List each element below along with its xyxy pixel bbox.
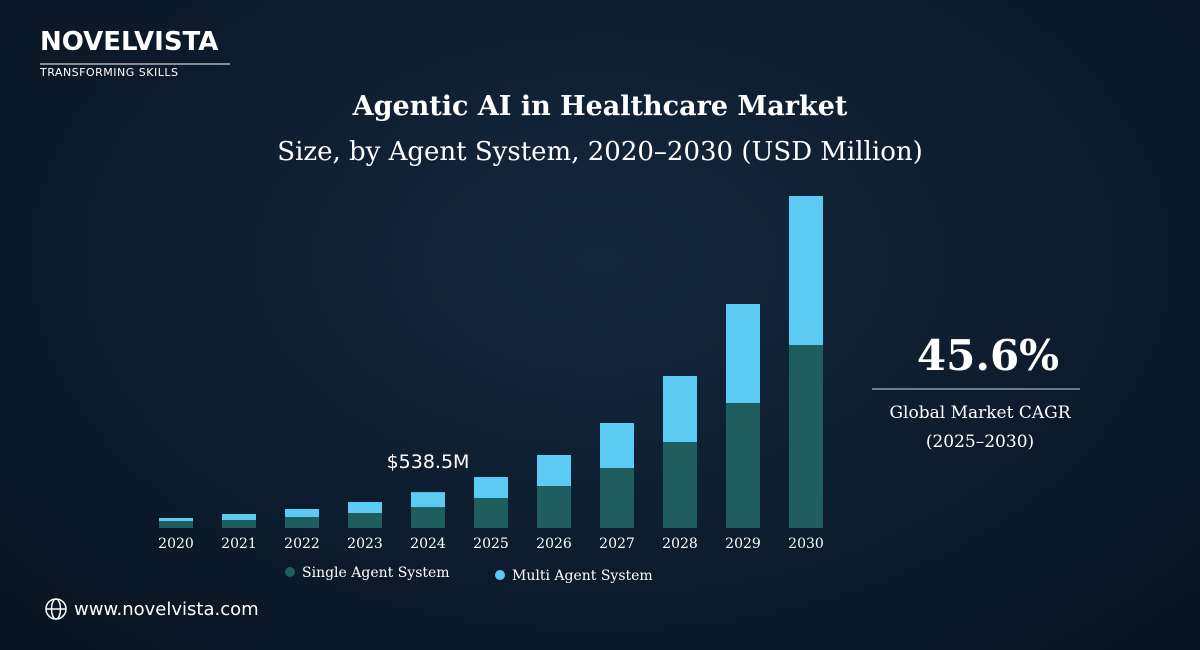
bar-segment — [663, 376, 697, 442]
x-tick-label: 2023 — [347, 536, 383, 552]
cagr-period: (2025–2030) — [926, 432, 1034, 452]
x-tick-label: 2022 — [284, 536, 320, 552]
x-tick-label: 2024 — [410, 536, 446, 552]
bar-segment — [789, 345, 823, 528]
bar-segment — [411, 492, 445, 508]
bar-segment — [663, 442, 697, 528]
bar-segment — [411, 507, 445, 528]
globe-icon — [45, 598, 67, 620]
chart-title: Agentic AI in Healthcare Market — [352, 91, 848, 122]
cagr-value: 45.6% — [917, 331, 1059, 380]
bar-segment — [285, 509, 319, 517]
bar-segment — [600, 423, 634, 468]
x-tick-label: 2030 — [788, 536, 824, 552]
x-tick-label: 2020 — [158, 536, 194, 552]
legend-label: Multi Agent System — [512, 568, 653, 584]
x-tick-label: 2026 — [536, 536, 572, 552]
bar-segment — [600, 468, 634, 528]
legend-swatch — [495, 570, 505, 580]
cagr-label: Global Market CAGR — [889, 403, 1071, 423]
bar-segment — [222, 514, 256, 520]
brand-name: NOVELVISTA — [40, 27, 218, 57]
bar-segment — [348, 513, 382, 528]
bar-segment — [159, 518, 193, 521]
legend-swatch — [285, 567, 295, 577]
bar-segment — [222, 520, 256, 528]
x-tick-label: 2029 — [725, 536, 761, 552]
bar-segment — [537, 455, 571, 486]
bar-segment — [474, 477, 508, 498]
chart-subtitle: Size, by Agent System, 2020–2030 (USD Mi… — [277, 137, 922, 167]
bar-segment — [726, 403, 760, 528]
bar-segment — [789, 196, 823, 345]
annotation: $538.5M — [387, 451, 470, 473]
bar-segment — [474, 498, 508, 528]
x-tick-label: 2028 — [662, 536, 698, 552]
legend-label: Single Agent System — [302, 565, 450, 581]
x-tick-label: 2027 — [599, 536, 635, 552]
bar-segment — [537, 486, 571, 528]
x-tick-label: 2021 — [221, 536, 257, 552]
bar-segment — [285, 517, 319, 528]
x-tick-label: 2025 — [473, 536, 509, 552]
footer-url: www.novelvista.com — [74, 599, 259, 620]
bar-segment — [348, 502, 382, 513]
bar-segment — [726, 304, 760, 403]
brand-tagline: TRANSFORMING SKILLS — [39, 66, 178, 79]
bar-segment — [159, 521, 193, 528]
